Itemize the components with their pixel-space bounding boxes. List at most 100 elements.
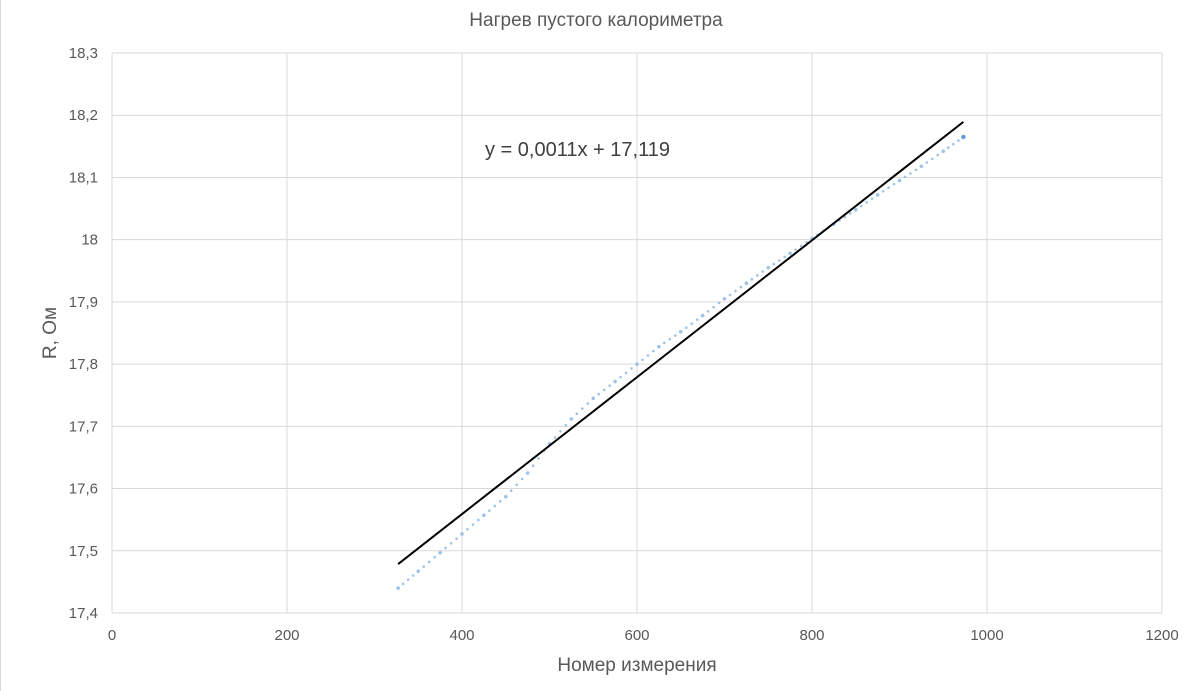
data-point-dense xyxy=(449,542,453,545)
data-point-dense xyxy=(712,305,715,309)
data-point-dense xyxy=(706,310,710,313)
data-point-dense xyxy=(931,157,934,161)
data-point-dense xyxy=(564,423,568,427)
series-layer xyxy=(396,134,966,590)
data-point-dense xyxy=(575,412,579,416)
trendline xyxy=(397,121,964,565)
x-tick-label: 200 xyxy=(274,627,299,644)
y-tick-label: 18,2 xyxy=(69,107,98,124)
data-point-dense xyxy=(925,161,929,164)
data-point-dense xyxy=(952,142,955,146)
x-tick-label: 1000 xyxy=(970,627,1003,644)
y-tick-label: 17,6 xyxy=(69,481,98,498)
data-point-dense xyxy=(493,504,497,508)
y-tick-label: 17,5 xyxy=(69,543,98,560)
data-point-dense xyxy=(946,146,950,150)
y-tick-label: 17,8 xyxy=(69,356,98,373)
data-point-dense xyxy=(761,270,765,273)
trendline-layer xyxy=(397,121,964,565)
data-point-dense xyxy=(881,189,885,193)
data-point xyxy=(569,417,574,421)
data-point-dense xyxy=(663,341,666,345)
y-tick-label: 18,3 xyxy=(69,45,98,62)
data-point-dense xyxy=(870,197,874,200)
data-point xyxy=(897,178,902,183)
data-point-dense xyxy=(466,528,469,531)
data-point-dense xyxy=(936,153,940,157)
data-point-dense xyxy=(498,500,502,503)
y-tick-label: 18 xyxy=(81,232,98,249)
data-point-dense xyxy=(652,349,655,353)
data-point xyxy=(919,164,924,169)
data-point-dense xyxy=(630,367,633,370)
data-point-dense xyxy=(488,509,491,512)
data-point-dense xyxy=(471,523,475,526)
data-point-dense xyxy=(865,201,868,204)
y-tick-label: 17,9 xyxy=(69,294,98,311)
data-point-dense xyxy=(848,212,852,215)
data-point xyxy=(482,513,486,518)
data-point-dense xyxy=(602,388,606,392)
data-point-dense xyxy=(756,274,759,277)
data-point-dense xyxy=(553,436,557,439)
data-point-dense xyxy=(794,248,797,251)
y-axis-label: R, Ом xyxy=(40,307,61,359)
data-point-dense xyxy=(455,537,458,540)
data-point xyxy=(525,471,530,475)
x-tick-label: 1200 xyxy=(1145,627,1178,644)
data-point xyxy=(416,569,421,574)
data-point-dense xyxy=(520,477,524,481)
data-point-dense xyxy=(887,186,890,190)
data-point-dense xyxy=(892,182,896,186)
data-point-dense xyxy=(515,483,518,487)
data-point-dense xyxy=(531,464,535,467)
data-point-dense xyxy=(909,172,912,175)
x-tick-label: 400 xyxy=(449,627,474,644)
data-point xyxy=(613,379,617,384)
data-point-dense xyxy=(695,318,699,321)
grid-layer xyxy=(111,52,1163,614)
data-point-dense xyxy=(799,244,803,248)
data-point xyxy=(722,296,727,301)
data-point xyxy=(460,532,464,536)
data-point-dense xyxy=(646,354,650,357)
data-point-dense xyxy=(783,255,786,259)
data-point-dense xyxy=(509,489,513,493)
data-point-dense xyxy=(608,384,611,388)
data-point-dense xyxy=(957,139,960,142)
data-point-dense xyxy=(597,392,601,396)
data-point-dense xyxy=(406,578,410,582)
data-point-dense xyxy=(401,582,405,586)
data-point-dense xyxy=(734,289,737,293)
data-point-dense xyxy=(586,402,590,405)
data-point xyxy=(941,149,946,154)
data-point-dense xyxy=(668,337,672,341)
data-point-dense xyxy=(717,301,721,305)
data-point xyxy=(853,208,858,212)
data-point xyxy=(766,265,771,270)
x-tick-label: 800 xyxy=(799,627,824,644)
tick-layer: 17,4 17,5 17,6 17,7 17,8 17,9 18 18,1 18,2 18,3 0 2… xyxy=(69,45,1179,644)
data-point-dense xyxy=(422,565,426,568)
trendline-equation: y = 0,0011x + 17,119 xyxy=(485,139,670,161)
data-point-dense xyxy=(777,259,781,262)
data-point-dense xyxy=(581,407,584,410)
data-point-dense xyxy=(690,322,693,325)
y-tick-label: 18,1 xyxy=(69,169,98,186)
data-point-dense xyxy=(903,175,907,179)
data-point-dense xyxy=(859,204,863,208)
data-point-dense xyxy=(728,293,732,297)
data-point-dense xyxy=(433,556,436,559)
data-point-dense xyxy=(684,326,688,330)
data-point xyxy=(438,550,442,555)
data-point-dense xyxy=(739,285,743,289)
data-point xyxy=(503,494,508,499)
data-point-dense xyxy=(537,457,540,460)
data-point-last xyxy=(961,134,966,140)
data-point xyxy=(591,396,596,401)
data-point xyxy=(396,586,400,590)
data-point xyxy=(678,329,683,334)
data-point xyxy=(700,313,705,318)
